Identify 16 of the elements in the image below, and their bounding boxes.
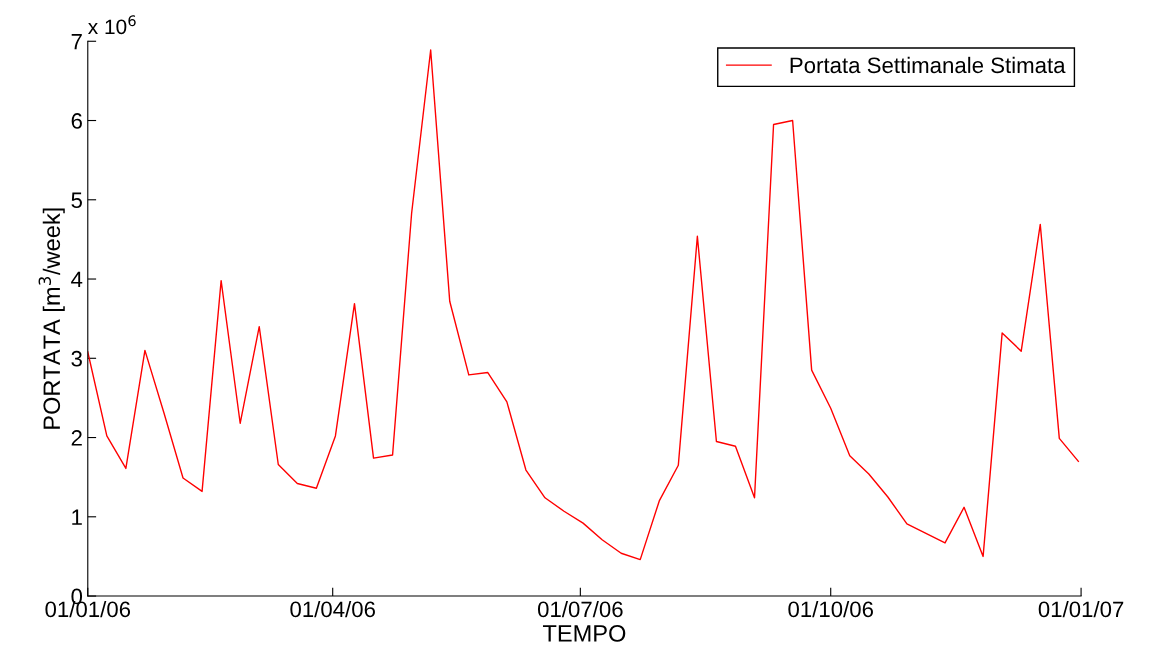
y-tick-label: 3	[71, 350, 82, 367]
y-tick-label: 5	[71, 192, 82, 209]
y-tick-label: 2	[71, 430, 82, 446]
line-series	[87, 49, 1080, 561]
text: x 10$^{6}$	[88, 15, 136, 35]
x-tick-label: 01/01/07	[1038, 600, 1124, 618]
legend-label: Portata Settimanale Stimata	[790, 56, 1066, 74]
x-tick-label: 01/07/06	[537, 600, 623, 618]
x-axis-title: TEMPO	[542, 625, 626, 642]
y-axis-title: PORTATA [m$^{3}$/week]	[38, 208, 65, 429]
y-tick-label: 1	[72, 509, 82, 525]
y-tick-label: 6	[71, 113, 82, 129]
x-tick-label: 01/10/06	[788, 600, 873, 618]
y-tick-label: 4	[71, 271, 83, 288]
x-tick-label: 01/04/06	[290, 600, 375, 618]
y-tick-label: 7	[71, 34, 82, 50]
